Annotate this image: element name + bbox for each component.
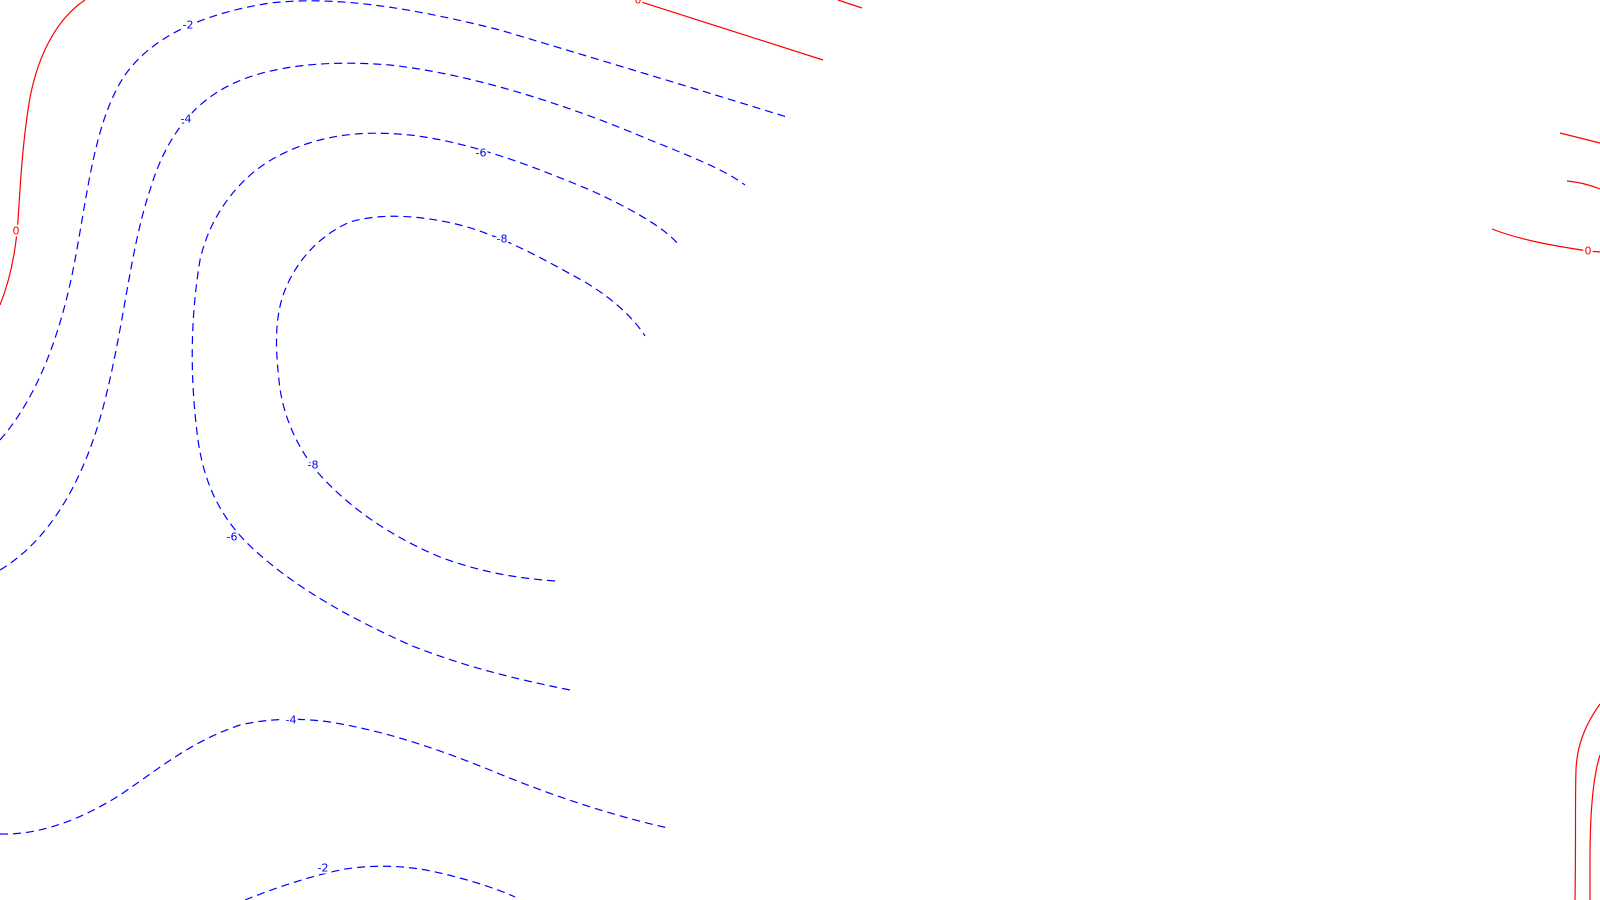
contour-label: -2 xyxy=(318,862,329,875)
contour-line-minus-2-lower xyxy=(244,865,516,900)
contour-label: 0 xyxy=(635,0,642,7)
contour-label: -4 xyxy=(181,113,192,126)
contour-line-minus-2-upper xyxy=(0,0,791,441)
contour-label: -8 xyxy=(497,233,508,246)
contour-line-minus-4-upper xyxy=(0,62,746,571)
contour-line-zero-right-1 xyxy=(1559,132,1600,144)
contour-label: 0 xyxy=(13,225,20,238)
contour-line-zero-top-right-segment xyxy=(837,0,863,9)
contour-line-minus-4-lower xyxy=(0,718,669,835)
contour-line-minus-6-upper xyxy=(191,132,679,691)
contour-line-zero-bottom-right-outer xyxy=(1574,703,1600,900)
contour-line-zero-bottom-right-inner xyxy=(1589,754,1600,900)
contour-label: -4 xyxy=(286,714,297,727)
contour-line-zero-left xyxy=(0,0,86,306)
contour-label: -2 xyxy=(183,19,194,32)
contour-label: -6 xyxy=(227,531,238,544)
contour-label: -8 xyxy=(308,459,319,472)
contour-line-minus-8 xyxy=(275,215,646,582)
contour-label: 0 xyxy=(1585,245,1592,258)
contour-line-zero-right-3 xyxy=(1491,228,1600,253)
contour-line-zero-top xyxy=(634,0,824,61)
contour-label: -6 xyxy=(476,147,487,160)
contour-line-zero-right-2 xyxy=(1566,180,1600,190)
